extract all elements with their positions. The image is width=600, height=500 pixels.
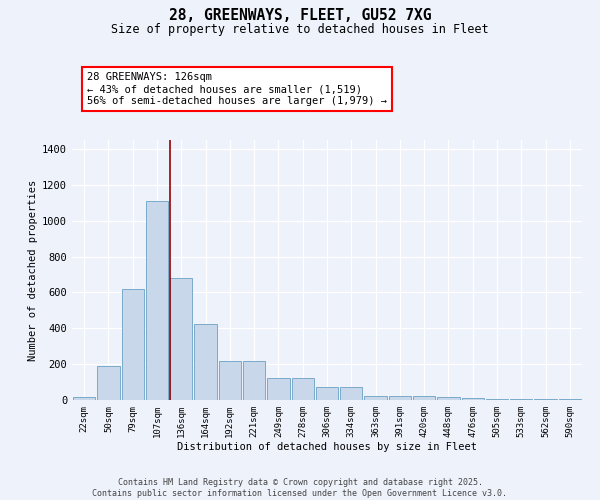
Bar <box>364 396 387 400</box>
Bar <box>243 362 265 400</box>
Bar <box>170 278 193 400</box>
Bar <box>510 399 532 400</box>
Bar <box>73 398 95 400</box>
Bar <box>316 386 338 400</box>
Bar <box>194 324 217 400</box>
Text: 28, GREENWAYS, FLEET, GU52 7XG: 28, GREENWAYS, FLEET, GU52 7XG <box>169 8 431 22</box>
Bar <box>267 378 290 400</box>
Text: Size of property relative to detached houses in Fleet: Size of property relative to detached ho… <box>111 22 489 36</box>
Bar <box>535 399 557 400</box>
Bar <box>486 399 508 400</box>
Bar <box>340 386 362 400</box>
Text: 28 GREENWAYS: 126sqm
← 43% of detached houses are smaller (1,519)
56% of semi-de: 28 GREENWAYS: 126sqm ← 43% of detached h… <box>87 72 387 106</box>
Bar <box>97 366 119 400</box>
Text: Distribution of detached houses by size in Fleet: Distribution of detached houses by size … <box>177 442 477 452</box>
Text: Contains HM Land Registry data © Crown copyright and database right 2025.
Contai: Contains HM Land Registry data © Crown c… <box>92 478 508 498</box>
Bar <box>218 360 241 400</box>
Bar <box>437 398 460 400</box>
Bar <box>461 398 484 400</box>
Bar <box>559 399 581 400</box>
Bar <box>292 378 314 400</box>
Bar <box>389 396 411 400</box>
Bar <box>413 396 436 400</box>
Bar <box>146 201 168 400</box>
Bar <box>122 289 144 400</box>
Y-axis label: Number of detached properties: Number of detached properties <box>28 180 38 360</box>
